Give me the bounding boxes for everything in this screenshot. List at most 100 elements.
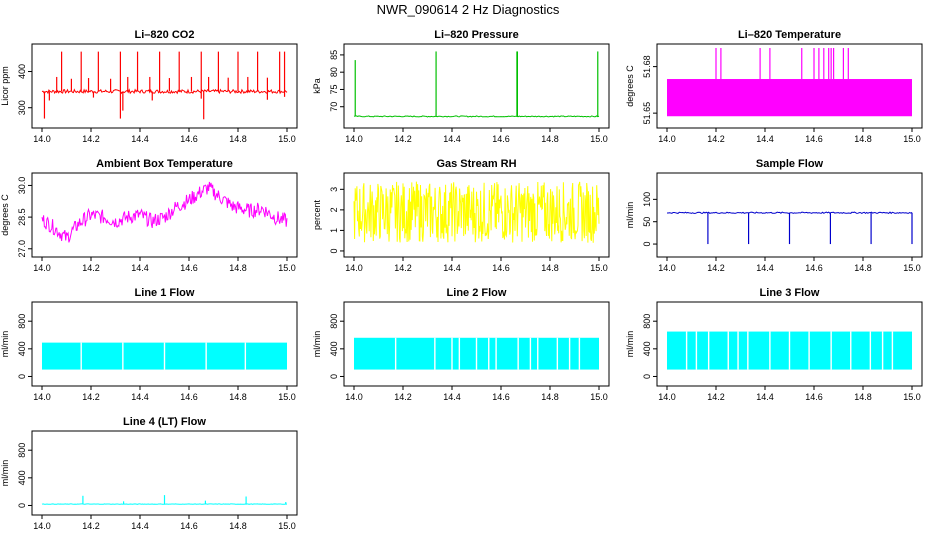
- y-tick-label: 30.0: [17, 177, 27, 195]
- y-tick-label: 0: [642, 374, 652, 379]
- y-tick-label: 51.65: [642, 102, 652, 125]
- x-tick-label: 15.0: [590, 134, 608, 144]
- page-title: NWR_090614 2 Hz Diagnostics: [376, 2, 560, 17]
- y-axis-label: ml/min: [625, 202, 635, 229]
- panel-title: Li–820 Pressure: [434, 29, 518, 41]
- x-tick-label: 14.4: [443, 134, 461, 144]
- y-tick-label: 400: [642, 341, 652, 356]
- panel-title: Sample Flow: [756, 158, 824, 170]
- y-axis-label: ml/min: [0, 460, 10, 487]
- y-tick-label: 28.5: [17, 208, 27, 226]
- series-line: [41, 88, 288, 95]
- y-tick-label: 800: [642, 314, 652, 329]
- chart-panel: Line 2 Flow ml/min 14.0 14.2 14.4 14.6 14.8 15.…: [312, 287, 610, 402]
- panel-title: Ambient Box Temperature: [96, 158, 233, 170]
- x-tick-label: 14.8: [541, 134, 559, 144]
- y-tick-label: 100: [642, 192, 652, 207]
- plot-frame: [31, 430, 298, 516]
- y-tick-label: 70: [329, 102, 339, 112]
- plot-frame: [31, 172, 298, 258]
- panel-title: Line 2 Flow: [447, 287, 507, 299]
- x-tick-label: 14.8: [229, 134, 247, 144]
- x-tick-label: 14.6: [805, 392, 823, 402]
- y-axis-label: kPa: [312, 78, 322, 94]
- chart-panel: Li–820 Pressure kPa 14.0 14.2 14.4 14.6 14.8 15…: [312, 29, 610, 144]
- x-tick-label: 14.2: [82, 263, 100, 273]
- x-tick-label: 14.0: [658, 263, 676, 273]
- panel-title: Line 4 (LT) Flow: [123, 416, 206, 428]
- y-axis-label: Licor ppm: [0, 66, 10, 106]
- y-tick-label: 800: [17, 443, 27, 458]
- x-tick-label: 14.6: [180, 134, 198, 144]
- x-tick-label: 15.0: [590, 263, 608, 273]
- y-axis-label: ml/min: [625, 331, 635, 358]
- x-tick-label: 14.8: [854, 263, 872, 273]
- x-tick-label: 14.6: [492, 263, 510, 273]
- y-axis-label: percent: [312, 199, 322, 230]
- x-tick-label: 14.6: [805, 134, 823, 144]
- x-tick-label: 14.6: [180, 263, 198, 273]
- x-tick-label: 15.0: [590, 392, 608, 402]
- y-axis-label: ml/min: [0, 331, 10, 358]
- panel-title: Gas Stream RH: [436, 158, 516, 170]
- y-tick-label: 800: [329, 314, 339, 329]
- x-tick-label: 15.0: [278, 521, 296, 531]
- y-tick-label: 85: [329, 50, 339, 60]
- chart-panel: Gas Stream RH percent 14.0 14.2 14.4 14.6 14.8…: [312, 158, 610, 273]
- y-axis-label: degrees C: [0, 194, 10, 236]
- y-tick-label: 300: [17, 100, 27, 115]
- x-tick-label: 14.4: [131, 521, 149, 531]
- x-tick-label: 14.4: [131, 392, 149, 402]
- x-tick-label: 14.0: [345, 392, 363, 402]
- plot-frame: [343, 172, 610, 258]
- y-tick-label: 80: [329, 67, 339, 77]
- x-tick-label: 14.6: [180, 521, 198, 531]
- chart-panel: Line 4 (LT) Flow ml/min 14.0 14.2 14.4 14.6 14…: [0, 416, 298, 531]
- x-tick-label: 14.8: [541, 263, 559, 273]
- chart-panel: Li–820 CO2 Licor ppm 14.0 14.2 14.4 14.6 14.8 1…: [0, 29, 298, 144]
- y-tick-label: 400: [17, 64, 27, 79]
- x-tick-label: 14.2: [707, 263, 725, 273]
- series-line: [353, 181, 600, 243]
- plot-frame: [343, 43, 610, 129]
- x-tick-label: 14.4: [131, 134, 149, 144]
- y-tick-label: 400: [17, 470, 27, 485]
- panel-title: Line 3 Flow: [760, 287, 820, 299]
- x-tick-label: 15.0: [278, 392, 296, 402]
- y-tick-label: 0: [17, 374, 27, 379]
- x-tick-label: 14.2: [82, 521, 100, 531]
- y-tick-label: 2: [329, 207, 339, 212]
- series-band: [667, 79, 912, 117]
- x-tick-label: 14.2: [394, 134, 412, 144]
- y-tick-label: 0: [17, 503, 27, 508]
- x-tick-label: 14.0: [658, 392, 676, 402]
- chart-panel: Line 1 Flow ml/min 14.0 14.2 14.4 14.6 14.8 15.…: [0, 287, 298, 402]
- x-tick-label: 14.8: [854, 392, 872, 402]
- plot-frame: [656, 172, 923, 258]
- x-tick-label: 14.8: [541, 392, 559, 402]
- y-tick-label: 27.0: [17, 240, 27, 258]
- series-line: [353, 115, 600, 118]
- x-tick-label: 14.8: [229, 392, 247, 402]
- x-tick-label: 14.0: [345, 134, 363, 144]
- x-tick-label: 14.8: [229, 521, 247, 531]
- x-tick-label: 15.0: [278, 134, 296, 144]
- x-tick-label: 15.0: [903, 392, 921, 402]
- series-line: [41, 181, 288, 243]
- chart-panel: Li–820 Temperature degrees C 14.0 14.2 14.4 1…: [625, 29, 923, 144]
- x-tick-label: 14.4: [443, 263, 461, 273]
- y-tick-label: 800: [17, 314, 27, 329]
- y-tick-label: 1: [329, 228, 339, 233]
- x-tick-label: 14.4: [131, 263, 149, 273]
- x-tick-label: 14.0: [33, 521, 51, 531]
- x-tick-label: 14.4: [756, 392, 774, 402]
- panel-title: Line 1 Flow: [135, 287, 195, 299]
- x-tick-label: 15.0: [903, 263, 921, 273]
- chart-panel: Line 3 Flow ml/min 14.0 14.2 14.4 14.6 14.8 15.…: [625, 287, 923, 402]
- x-tick-label: 15.0: [903, 134, 921, 144]
- x-tick-label: 14.0: [658, 134, 676, 144]
- y-tick-label: 400: [329, 341, 339, 356]
- panel-title: Li–820 CO2: [135, 29, 195, 41]
- x-tick-label: 14.2: [82, 134, 100, 144]
